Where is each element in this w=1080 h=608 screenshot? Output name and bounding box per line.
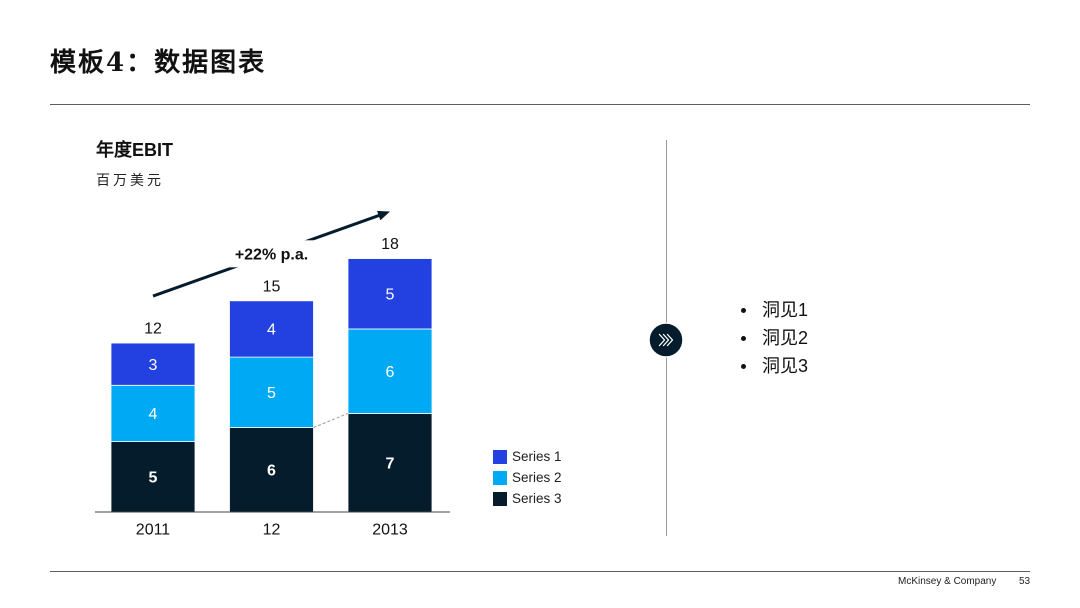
chevron-right-icon [658, 333, 666, 347]
badge-circle [648, 322, 684, 358]
bar-segment-series-2-2013 [347, 328, 433, 414]
insight-text: 洞见1 [762, 300, 809, 320]
bar-segment-series-2-12 [229, 356, 314, 428]
footer-divider-line [50, 571, 1030, 572]
triple-chevron-right-icon [648, 322, 684, 358]
chevron-right-icon [666, 333, 674, 347]
bar-segment-series-3-12 [229, 427, 314, 513]
stacked-bars [110, 258, 433, 513]
legend-swatch [493, 449, 507, 464]
category-label: 2011 [136, 522, 171, 539]
legend-item-series-2: Series 2 [493, 467, 562, 488]
segment-value-label: 4 [267, 322, 276, 339]
stacked-bar-chart: 5 4 3 6 5 4 7 6 5 12 15 18 2011 12 2013 +22% p.a. [95, 210, 450, 539]
growth-label-background [228, 240, 315, 268]
chevron-group [658, 333, 674, 347]
chart-title: 年度EBIT [96, 140, 174, 160]
category-label: 12 [263, 522, 281, 539]
growth-rate-label: +22% p.a. [235, 246, 308, 263]
bar-total-label: 18 [381, 236, 399, 253]
growth-arrow: +22% p.a. [152, 210, 390, 298]
title-divider-line [50, 104, 1030, 105]
segment-value-labels: 5 4 3 6 5 4 7 6 5 [149, 286, 395, 486]
legend-swatch [493, 491, 507, 506]
series-connector-line [313, 412, 349, 428]
chevron-right-icon [662, 333, 670, 347]
legend-item-series-1: Series 1 [493, 446, 562, 467]
bar-segment-series-2-2011 [110, 384, 196, 442]
chart-unit-subtitle: 百万美元 [96, 173, 164, 189]
chart-legend: Series 1 Series 2 Series 3 [493, 446, 562, 509]
bullet-icon [741, 363, 746, 369]
segment-value-label: 4 [149, 406, 158, 423]
insight-item: 洞见1 [741, 296, 808, 324]
insight-text: 洞见2 [762, 328, 809, 348]
legend-swatch [493, 470, 507, 485]
growth-arrow-head [377, 210, 390, 221]
segment-value-label: 3 [149, 357, 158, 374]
page-title: 模板4：数据图表 [50, 48, 267, 78]
segment-value-label: 5 [386, 286, 395, 303]
legend-label: Series 2 [512, 469, 562, 485]
footer-brand: McKinsey & Company [898, 576, 997, 587]
segment-value-label: 5 [267, 385, 276, 402]
category-axis-labels: 2011 12 2013 [136, 522, 408, 539]
bar-segment-series-3-2011 [110, 441, 196, 513]
insight-text: 洞见3 [762, 356, 809, 376]
bullet-icon [741, 335, 746, 341]
category-label: 2013 [372, 522, 408, 539]
insights-list: 洞见1 洞见2 洞见3 [741, 296, 808, 380]
segment-value-label: 6 [386, 364, 395, 381]
bar-total-label: 15 [263, 278, 281, 295]
legend-label: Series 3 [512, 490, 562, 506]
bar-segment-series-1-12 [229, 300, 314, 358]
page-number: 53 [1019, 576, 1031, 587]
bar-total-label: 12 [144, 321, 162, 338]
segment-value-label: 7 [386, 455, 395, 472]
insight-item: 洞见3 [741, 352, 808, 380]
segment-value-label: 5 [149, 469, 158, 486]
legend-item-series-3: Series 3 [493, 488, 562, 509]
bar-segment-series-1-2011 [110, 342, 196, 386]
insight-item: 洞见2 [741, 324, 808, 352]
bar-segment-series-1-2013 [347, 258, 433, 330]
legend-label: Series 1 [512, 448, 562, 464]
bar-total-labels: 12 15 18 [144, 236, 399, 337]
bullet-icon [741, 307, 746, 313]
segment-value-label: 6 [267, 462, 276, 479]
